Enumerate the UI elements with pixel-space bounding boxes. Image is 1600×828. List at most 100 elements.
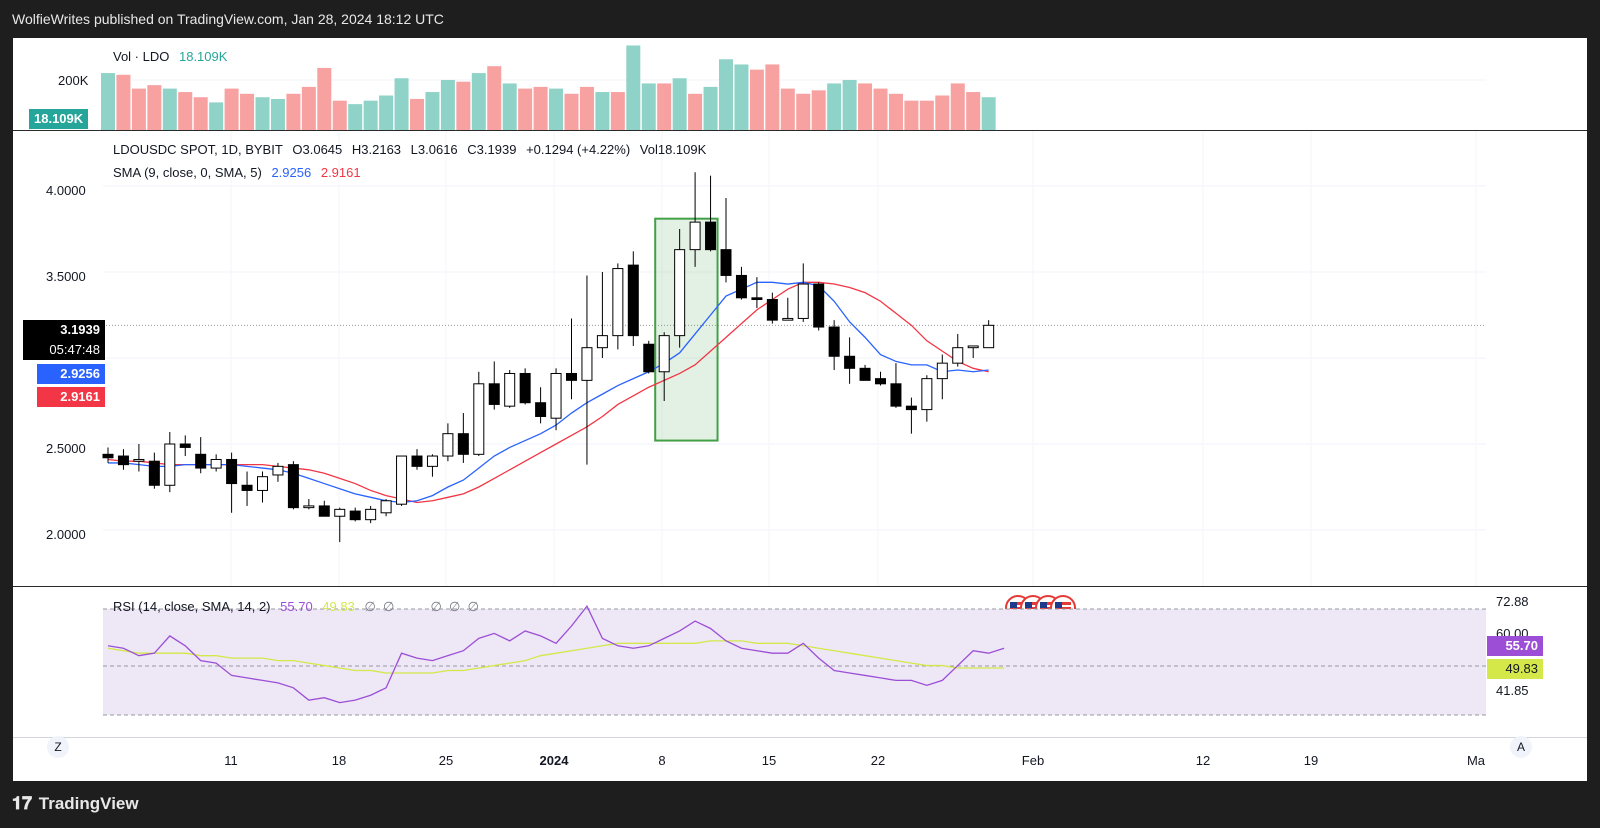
- x-label: 15: [761, 753, 777, 768]
- volume-pane[interactable]: Vol · LDO 18.109K 200K 18.109K: [13, 38, 1587, 130]
- last-price-badge: 3.1939: [23, 320, 105, 340]
- volume-bar: [811, 90, 826, 130]
- candle-body: [952, 347, 964, 364]
- tv-logo-icon: 𝟏𝟕: [12, 793, 33, 813]
- candle-body: [674, 249, 686, 337]
- candle-body: [334, 508, 346, 517]
- volume-bar: [549, 88, 564, 130]
- volume-bar: [131, 88, 146, 130]
- volume-bar: [688, 93, 703, 130]
- candle-body: [488, 383, 500, 405]
- candle: [117, 449, 129, 470]
- pane-separator-2[interactable]: [13, 586, 1587, 587]
- candle-body: [241, 484, 253, 491]
- volume-bar: [842, 79, 857, 130]
- candle: [380, 499, 392, 517]
- volume-bar: [533, 86, 548, 130]
- chart-panel[interactable]: Vol · LDO 18.109K 200K 18.109K LDOUSDC S…: [13, 38, 1587, 781]
- candle: [287, 461, 299, 510]
- candle: [195, 437, 207, 474]
- candle-body: [164, 443, 176, 486]
- candle: [952, 333, 964, 367]
- volume-bar: [641, 83, 656, 130]
- volume-bar: [178, 92, 193, 130]
- volume-bar: [719, 59, 733, 130]
- candle: [828, 320, 840, 371]
- rsi-tick-lower: 41.85: [1496, 683, 1529, 698]
- auto-scale-left-button[interactable]: Z: [47, 736, 69, 758]
- rsi-legend-label: RSI (14, close, SMA, 14, 2): [113, 599, 271, 614]
- candle-body: [535, 402, 547, 417]
- candle-body: [643, 343, 655, 373]
- candle: [272, 462, 284, 482]
- sma-value-blue: 2.9256: [271, 165, 312, 180]
- volume-bar: [950, 83, 965, 130]
- candle: [566, 318, 577, 400]
- pane-separator-3: [13, 737, 1587, 738]
- sma-legend-label: SMA (9, close, 0, SMA, 5): [113, 165, 262, 180]
- rsi-legend-value: 55.70: [280, 599, 313, 614]
- candle-body: [689, 221, 701, 251]
- candle: [936, 354, 948, 400]
- rsi-chart: [103, 605, 1486, 716]
- price-chart: [102, 131, 1486, 586]
- volume-bar: [301, 86, 316, 130]
- candle: [102, 447, 114, 463]
- candle-body: [921, 378, 933, 411]
- candle: [303, 499, 315, 510]
- candle-body: [179, 443, 191, 448]
- x-label: Feb: [1021, 753, 1045, 768]
- candle-body: [504, 372, 516, 407]
- auto-scale-right-button[interactable]: A: [1510, 736, 1532, 758]
- candle: [179, 435, 191, 457]
- x-label: 12: [1195, 753, 1211, 768]
- candle-body: [457, 433, 469, 455]
- x-label: 19: [1303, 753, 1319, 768]
- candle: [365, 505, 377, 524]
- highlight-box: [654, 217, 719, 442]
- candle-body: [705, 221, 717, 251]
- rsi-pane[interactable]: RSI (14, close, SMA, 14, 2) 55.70 49.83 …: [13, 587, 1587, 737]
- price-pane[interactable]: LDOUSDC SPOT, 1D, BYBIT O3.0645 H3.2163 …: [13, 131, 1587, 621]
- volume-bar: [255, 97, 270, 130]
- volume-bar: [703, 86, 718, 130]
- candle: [596, 272, 608, 358]
- volume-bar: [935, 95, 950, 130]
- time-axis[interactable]: Z A: [13, 736, 1587, 781]
- candle: [550, 368, 562, 431]
- candle-body: [411, 455, 423, 467]
- candle-body: [257, 476, 268, 491]
- rsi-null-marks: ∅ ∅ ∅ ∅ ∅: [364, 599, 479, 614]
- volume-bar: [518, 88, 533, 130]
- volume-bar: [780, 88, 795, 130]
- pane-separator-1[interactable]: [13, 130, 1587, 131]
- candle: [226, 452, 238, 513]
- price-tick-4: 4.0000: [46, 183, 86, 198]
- volume-bar: [394, 78, 409, 130]
- ohlc-change: +0.1294 (+4.22%): [526, 142, 631, 157]
- candle-body: [272, 465, 284, 476]
- candle-body: [195, 453, 207, 469]
- volume-axis-label: 200K: [58, 73, 89, 88]
- price-tick-3-5: 3.5000: [46, 269, 86, 284]
- volume-bar: [240, 93, 255, 130]
- volume-bar: [564, 93, 579, 130]
- volume-bar: [162, 88, 177, 130]
- candle: [720, 198, 732, 283]
- x-label: 2024: [539, 753, 569, 768]
- volume-bar: [471, 73, 486, 130]
- volume-bar: [672, 78, 687, 130]
- volume-legend: Vol · LDO 18.109K: [113, 49, 233, 64]
- candle: [349, 507, 361, 522]
- rsi-ma-badge: 49.83: [1487, 659, 1543, 679]
- volume-bar: [224, 88, 239, 130]
- candle: [813, 282, 825, 331]
- tradingview-logo[interactable]: 𝟏𝟕 TradingView: [12, 793, 139, 814]
- candle: [844, 337, 856, 384]
- volume-bar: [858, 83, 873, 130]
- rsi-legend: RSI (14, close, SMA, 14, 2) 55.70 49.83 …: [113, 599, 485, 615]
- volume-bar: [193, 97, 208, 130]
- candle: [859, 364, 871, 381]
- candle: [627, 251, 639, 346]
- candle: [875, 371, 886, 386]
